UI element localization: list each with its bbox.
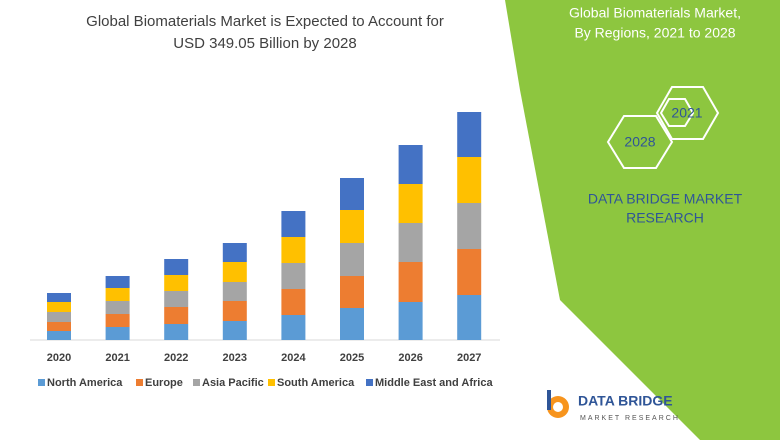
bar-segment [457, 249, 482, 295]
hexagon [606, 115, 674, 169]
logo-icon [553, 402, 563, 412]
logo-name: DATA BRIDGE [578, 393, 673, 409]
bar-segment [105, 314, 130, 327]
legend-swatch [268, 379, 275, 386]
bar-segment [47, 322, 71, 331]
side-panel [505, 0, 780, 440]
hexagon [655, 86, 720, 140]
bar-segment [340, 276, 364, 308]
logo-icon [547, 390, 551, 410]
bar-segment [281, 315, 306, 340]
x-tick-label: 2024 [281, 352, 306, 364]
bar-segment [398, 184, 423, 223]
chart-title: USD 349.05 Billion by 2028 [173, 35, 356, 52]
bar-segment [281, 263, 306, 289]
x-tick-label: 2022 [164, 352, 188, 364]
x-tick-label: 2021 [105, 352, 129, 364]
x-tick-label: 2027 [457, 352, 481, 364]
bar-segment [47, 302, 71, 312]
company-name: DATA BRIDGE MARKET [588, 191, 743, 207]
bar-segment [281, 211, 306, 237]
hexagon [659, 98, 695, 127]
bar-segment [47, 312, 71, 322]
bar-segment [47, 293, 71, 302]
legend-swatch [38, 379, 45, 386]
hexagon-label: 2021 [671, 105, 702, 121]
bar-segment [105, 276, 130, 288]
bar-segment [105, 301, 130, 314]
x-tick-label: 2023 [223, 352, 247, 364]
x-tick-label: 2025 [340, 352, 364, 364]
legend-label: Middle East and Africa [375, 377, 493, 389]
bar-segment [222, 262, 247, 282]
bar-segment [398, 262, 423, 302]
x-tick-label: 2026 [398, 352, 422, 364]
bar-segment [105, 327, 130, 340]
logo-tagline: MARKET RESEARCH [580, 415, 680, 422]
legend-swatch [366, 379, 373, 386]
legend-label: North America [47, 377, 123, 389]
company-name: RESEARCH [626, 210, 704, 226]
bar-segment [457, 203, 482, 249]
legend-label: South America [277, 377, 355, 389]
hexagon-label: 2028 [624, 134, 655, 150]
bar-segment [222, 282, 247, 301]
panel-title: Global Biomaterials Market, [569, 5, 741, 21]
bar-segment [340, 243, 364, 276]
bar-segment [281, 237, 306, 263]
bar-segment [47, 331, 71, 340]
bar-segment [164, 259, 189, 275]
panel-title: By Regions, 2021 to 2028 [574, 25, 735, 41]
bar-segment [398, 223, 423, 262]
bar-segment [398, 145, 423, 184]
legend-swatch [136, 379, 143, 386]
bar-segment [281, 289, 306, 315]
bar-segment [105, 288, 130, 301]
bar-segment [164, 275, 189, 291]
bar-segment [222, 321, 247, 340]
bar-segment [457, 295, 482, 340]
bar-segment [398, 302, 423, 340]
bar-segment [340, 308, 364, 340]
x-tick-label: 2020 [47, 352, 71, 364]
chart-title: Global Biomaterials Market is Expected t… [86, 13, 444, 30]
bar-segment [457, 157, 482, 203]
legend-label: Asia Pacific [202, 377, 264, 389]
bar-segment [164, 307, 189, 324]
bar-segment [340, 210, 364, 243]
bar-segment [457, 112, 482, 157]
legend-label: Europe [145, 377, 183, 389]
bar-segment [340, 178, 364, 210]
bar-segment [164, 291, 189, 307]
legend-swatch [193, 379, 200, 386]
bar-segment [222, 301, 247, 321]
bar-segment [222, 243, 247, 262]
bar-segment [164, 324, 189, 340]
